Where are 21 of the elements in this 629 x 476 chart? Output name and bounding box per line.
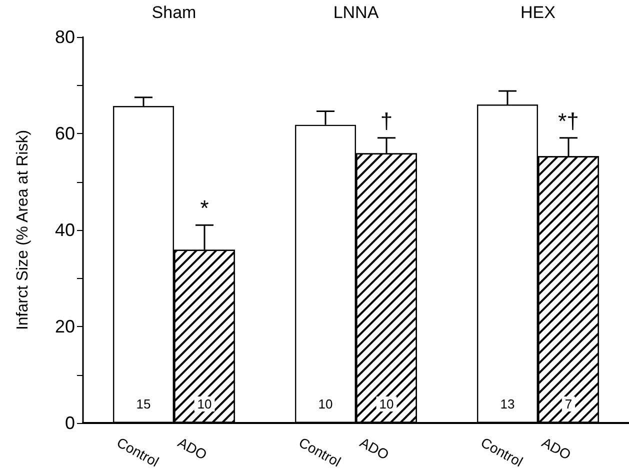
x-tick-label: HEX xyxy=(520,3,556,22)
text: ADO xyxy=(539,434,574,463)
x-tick-label: LNNA xyxy=(333,3,380,22)
text: ADO xyxy=(175,434,210,463)
annotation: 10 xyxy=(379,396,394,412)
annotation: 7 xyxy=(564,396,572,412)
y-tick-label: 80 xyxy=(54,27,75,47)
annotation: *† xyxy=(558,108,579,134)
annotation: 13 xyxy=(500,396,515,412)
y-tick-label: 40 xyxy=(54,220,75,240)
annotation: * xyxy=(200,196,210,221)
annotation: 10 xyxy=(318,396,333,412)
x-tick-label: Sham xyxy=(152,3,196,22)
annotation: † xyxy=(380,108,393,134)
annotation: 10 xyxy=(197,396,212,412)
y-axis-title: Infarct Size (% Area at Risk) xyxy=(14,130,32,330)
annotation: 15 xyxy=(136,396,151,412)
y-tick-label: 20 xyxy=(54,316,75,336)
y-tick-label: 0 xyxy=(64,413,75,433)
y-tick-label: 60 xyxy=(54,124,75,144)
text: ADO xyxy=(357,434,392,463)
